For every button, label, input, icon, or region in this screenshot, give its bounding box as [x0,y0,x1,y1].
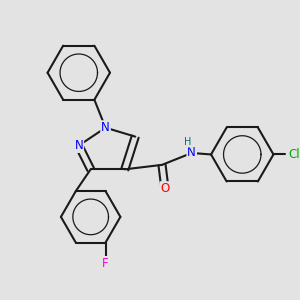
Text: N: N [101,121,110,134]
Text: N: N [74,139,83,152]
Text: O: O [160,182,170,195]
Text: Cl: Cl [289,148,300,161]
Text: N: N [187,146,196,160]
Text: F: F [102,257,109,270]
Text: H: H [184,137,192,147]
